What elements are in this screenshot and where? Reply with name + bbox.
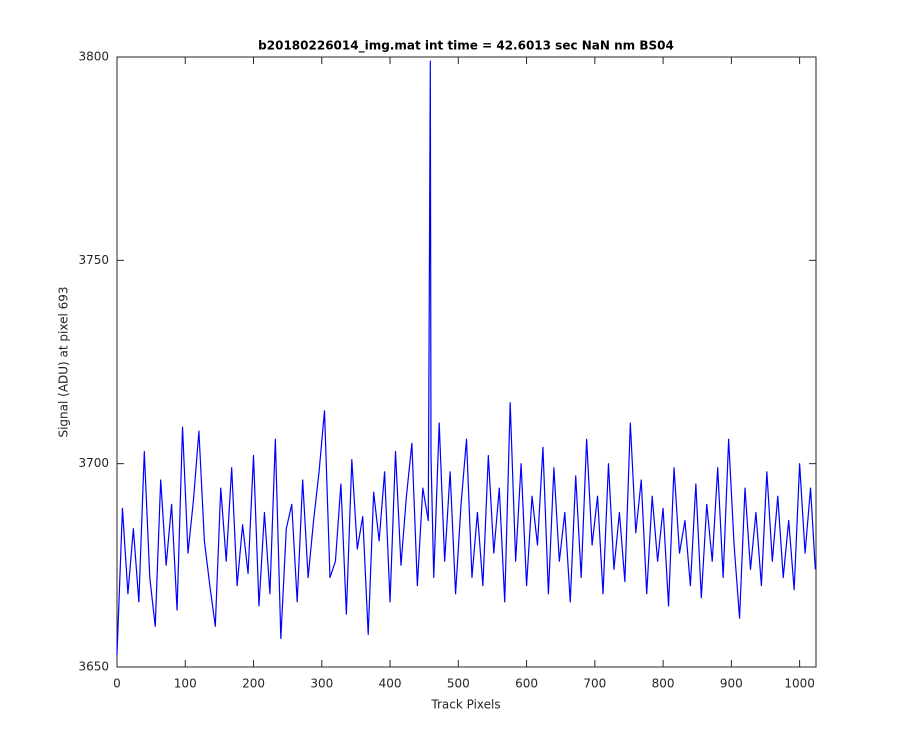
x-tick-label: 700 <box>583 677 606 691</box>
y-tick-label: 3800 <box>78 50 109 64</box>
y-tick-label: 3700 <box>78 456 109 470</box>
x-tick-label: 0 <box>113 677 121 691</box>
x-tick-label: 500 <box>447 677 470 691</box>
x-tick-label: 400 <box>379 677 402 691</box>
x-tick-label: 800 <box>652 677 675 691</box>
x-tick-label: 300 <box>310 677 333 691</box>
data-line <box>116 60 816 655</box>
y-tick-label: 3750 <box>78 253 109 267</box>
chart-title: b20180226014_img.mat int time = 42.6013 … <box>258 39 674 54</box>
y-tick-label: 3650 <box>78 660 109 674</box>
x-tick-label: 600 <box>515 677 538 691</box>
plot-frame <box>116 56 817 668</box>
y-axis-label: Signal (ADU) at pixel 693 <box>57 286 71 437</box>
x-tick-label: 100 <box>174 677 197 691</box>
x-tick-label: 1000 <box>784 677 815 691</box>
x-axis-label: Track Pixels <box>430 698 500 712</box>
x-tick-label: 900 <box>720 677 743 691</box>
x-tick-label: 200 <box>242 677 265 691</box>
